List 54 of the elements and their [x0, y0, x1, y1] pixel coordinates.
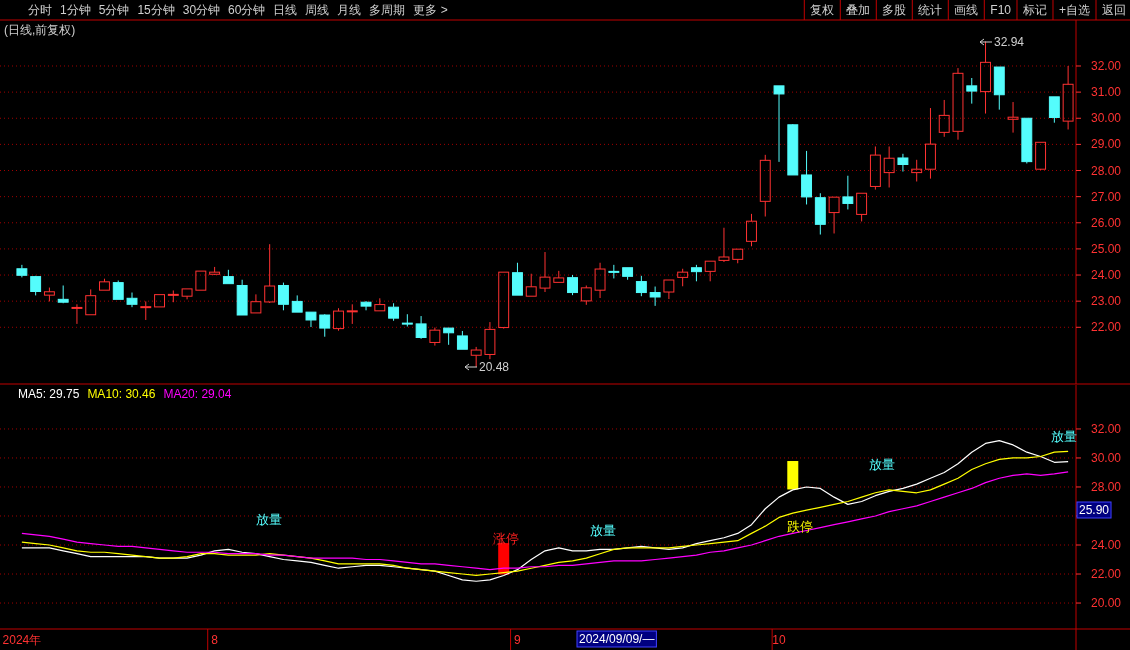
text: 15分钟: [137, 3, 175, 17]
text: MA5: 29.75: [18, 387, 80, 401]
y-tick-label: 30.00: [1091, 111, 1122, 126]
annotation: 放量: [1051, 429, 1077, 444]
text: 多股: [882, 3, 907, 17]
x-tick-label: 10: [772, 633, 787, 647]
annotation: 放量: [256, 512, 282, 527]
y-tick-label: 29.00: [1091, 137, 1122, 152]
y-tick-label: 28.00: [1091, 163, 1122, 178]
annotation: 放量: [869, 457, 895, 472]
y-tick-label: 24.00: [1091, 538, 1122, 553]
y-tick-label: 32.00: [1091, 421, 1122, 436]
y-tick-label: 32.00: [1091, 58, 1122, 73]
text: F10: [990, 3, 1012, 17]
annotation: 涨停: [493, 531, 519, 546]
y-tick-label: 27.00: [1091, 189, 1122, 204]
y-tick-label: 23.00: [1091, 294, 1122, 309]
text: 25.90: [1079, 503, 1110, 517]
text: 更多 >: [413, 3, 448, 17]
annotation: 放量: [590, 523, 616, 538]
y-tick-label: 25.00: [1091, 241, 1122, 256]
annotation: 20.48: [479, 360, 510, 374]
text: 1分钟: [60, 3, 91, 17]
text: 60分钟: [228, 3, 266, 17]
y-tick-label: 22.00: [1091, 567, 1122, 582]
y-tick-label: 24.00: [1091, 268, 1122, 283]
text: 5分钟: [98, 3, 130, 17]
x-tick-label: 2024年: [2, 633, 42, 647]
text: 2024/09/09/—: [579, 632, 655, 646]
chart-title: (日线,前复权): [4, 23, 76, 37]
y-tick-label: 26.00: [1091, 215, 1122, 230]
text: 多周期: [369, 3, 406, 17]
text: 叠加: [846, 3, 871, 17]
text: +自选: [1058, 3, 1090, 17]
y-tick-label: 30.00: [1091, 450, 1122, 465]
x-tick-label: 9: [514, 633, 522, 647]
annotation: 32.94: [994, 35, 1025, 49]
text: 标记: [1021, 3, 1047, 17]
text: 30分钟: [182, 3, 221, 17]
text: 画线: [954, 3, 979, 17]
y-tick-label: 28.00: [1091, 479, 1122, 494]
text: 统计: [918, 3, 943, 17]
y-tick-label: 22.00: [1091, 320, 1122, 335]
text: MA10: 30.46: [87, 387, 156, 401]
text: MA20: 29.04: [163, 387, 232, 401]
y-tick-label: 31.00: [1091, 85, 1122, 100]
text: 复权: [810, 3, 835, 17]
text: 日线: [273, 3, 298, 17]
text: 周线: [305, 3, 330, 17]
y-tick-label: 20.00: [1091, 596, 1122, 611]
text: 返回: [1102, 3, 1126, 17]
text: 分时: [28, 3, 52, 17]
text: 月线: [337, 3, 362, 17]
x-tick-label: 8: [211, 633, 219, 647]
